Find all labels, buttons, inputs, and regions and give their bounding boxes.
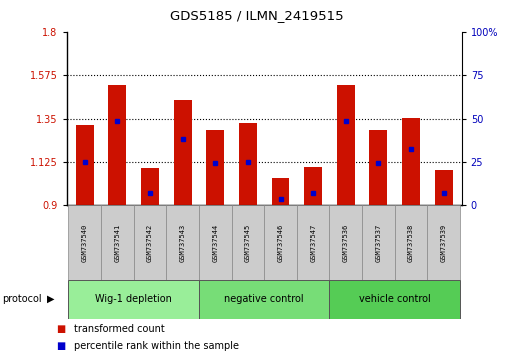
Bar [435,170,452,205]
Bar [395,205,427,280]
Text: GSM737543: GSM737543 [180,223,186,262]
Text: GSM737537: GSM737537 [376,223,382,262]
Bar [199,280,329,319]
Bar [108,85,126,205]
Bar [141,168,159,205]
Bar [362,205,395,280]
Text: vehicle control: vehicle control [359,294,430,304]
Text: GSM737547: GSM737547 [310,223,316,262]
Bar [329,205,362,280]
Text: GSM737542: GSM737542 [147,223,153,262]
Bar [133,205,166,280]
Bar [68,280,199,319]
Text: GDS5185 / ILMN_2419515: GDS5185 / ILMN_2419515 [170,9,343,22]
Text: protocol: protocol [3,294,42,304]
Text: ▶: ▶ [47,294,54,304]
Bar [369,130,387,205]
Bar [329,280,460,319]
Bar [337,85,355,205]
Text: GSM737536: GSM737536 [343,223,349,262]
Bar [427,205,460,280]
Bar [173,100,191,205]
Bar [271,178,289,205]
Text: GSM737541: GSM737541 [114,223,120,262]
Text: negative control: negative control [224,294,304,304]
Bar [101,205,133,280]
Text: GSM737544: GSM737544 [212,223,218,262]
Text: ■: ■ [56,324,66,334]
Text: percentile rank within the sample: percentile rank within the sample [74,341,240,351]
Text: Wig-1 depletion: Wig-1 depletion [95,294,172,304]
Text: GSM737538: GSM737538 [408,223,414,262]
Bar [304,167,322,205]
Bar [402,118,420,205]
Bar [206,130,224,205]
Bar [231,205,264,280]
Text: GSM737540: GSM737540 [82,223,88,262]
Bar [166,205,199,280]
Text: GSM737545: GSM737545 [245,223,251,262]
Bar [199,205,231,280]
Text: transformed count: transformed count [74,324,165,334]
Text: ■: ■ [56,341,66,351]
Bar [264,205,297,280]
Text: GSM737546: GSM737546 [278,223,284,262]
Bar [297,205,329,280]
Bar [68,205,101,280]
Bar [239,124,257,205]
Text: GSM737539: GSM737539 [441,223,447,262]
Bar [75,125,93,205]
